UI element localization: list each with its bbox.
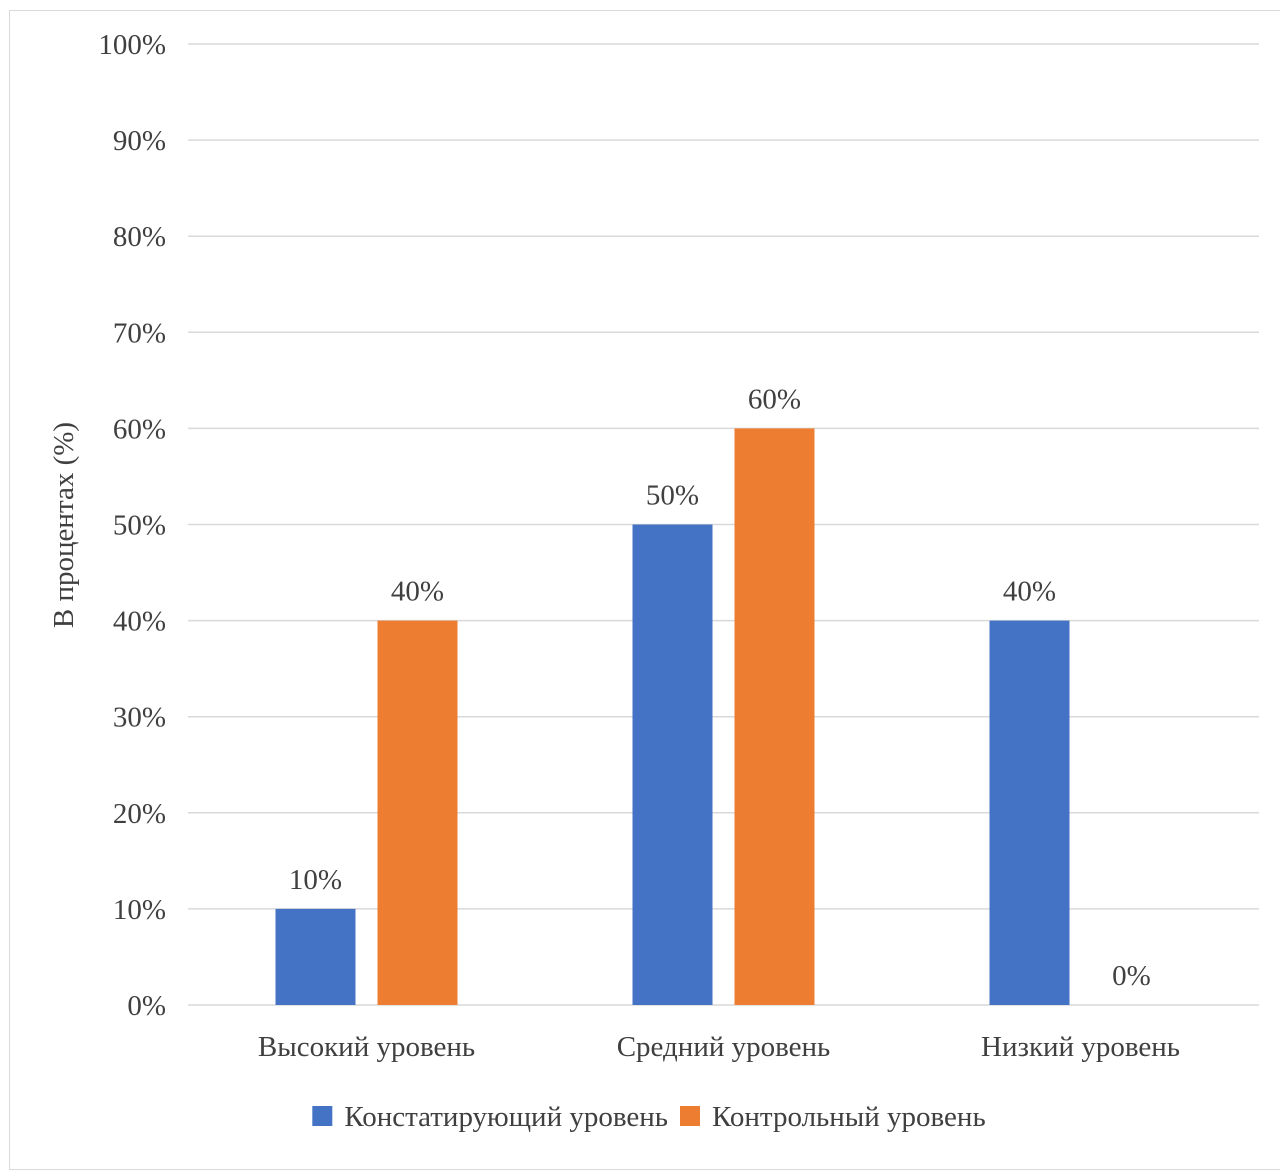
y-tick-label: 60% [113,413,166,445]
bar [989,620,1070,1005]
legend: Констатирующий уровень Контрольный уровен… [312,1101,986,1133]
legend-label: Констатирующий уровень [344,1101,668,1133]
y-tick-label: 100% [98,29,166,61]
x-category-label: Высокий уровень [258,1031,475,1063]
y-tick-label: 20% [113,798,166,830]
legend-swatch [680,1106,700,1126]
bars [275,428,1070,1005]
y-tick-labels: 0% 10% 20% 30% 40% 50% 60% 70% 80% 90% 100% [98,29,166,1022]
x-category-label: Низкий уровень [981,1031,1180,1063]
data-label: 40% [1003,576,1056,608]
y-tick-label: 40% [113,606,166,638]
x-category-label: Средний уровень [617,1031,831,1063]
data-label: 60% [748,383,801,415]
y-tick-label: 70% [113,317,166,349]
x-category-labels: Высокий уровень Средний уровень Низкий уро… [258,1031,1180,1063]
y-tick-label: 30% [113,702,166,734]
y-tick-label: 90% [113,125,166,157]
bar [275,908,356,1005]
y-tick-label: 80% [113,221,166,253]
bar [632,524,713,1005]
data-label: 0% [1112,960,1151,992]
bar [734,428,815,1005]
y-tick-label: 0% [127,990,166,1022]
data-labels: 10% 40% 50% 60% 40% 0% [289,383,1151,992]
y-axis-title: В процентах (%) [48,422,80,628]
legend-swatch [312,1106,333,1126]
bar [377,620,458,1005]
legend-label: Контрольный уровень [712,1101,986,1133]
data-label: 40% [391,576,444,608]
data-label: 50% [646,480,699,512]
gridlines [188,43,1259,1006]
y-tick-label: 50% [113,510,166,542]
data-label: 10% [289,864,342,896]
y-tick-label: 10% [113,894,166,926]
